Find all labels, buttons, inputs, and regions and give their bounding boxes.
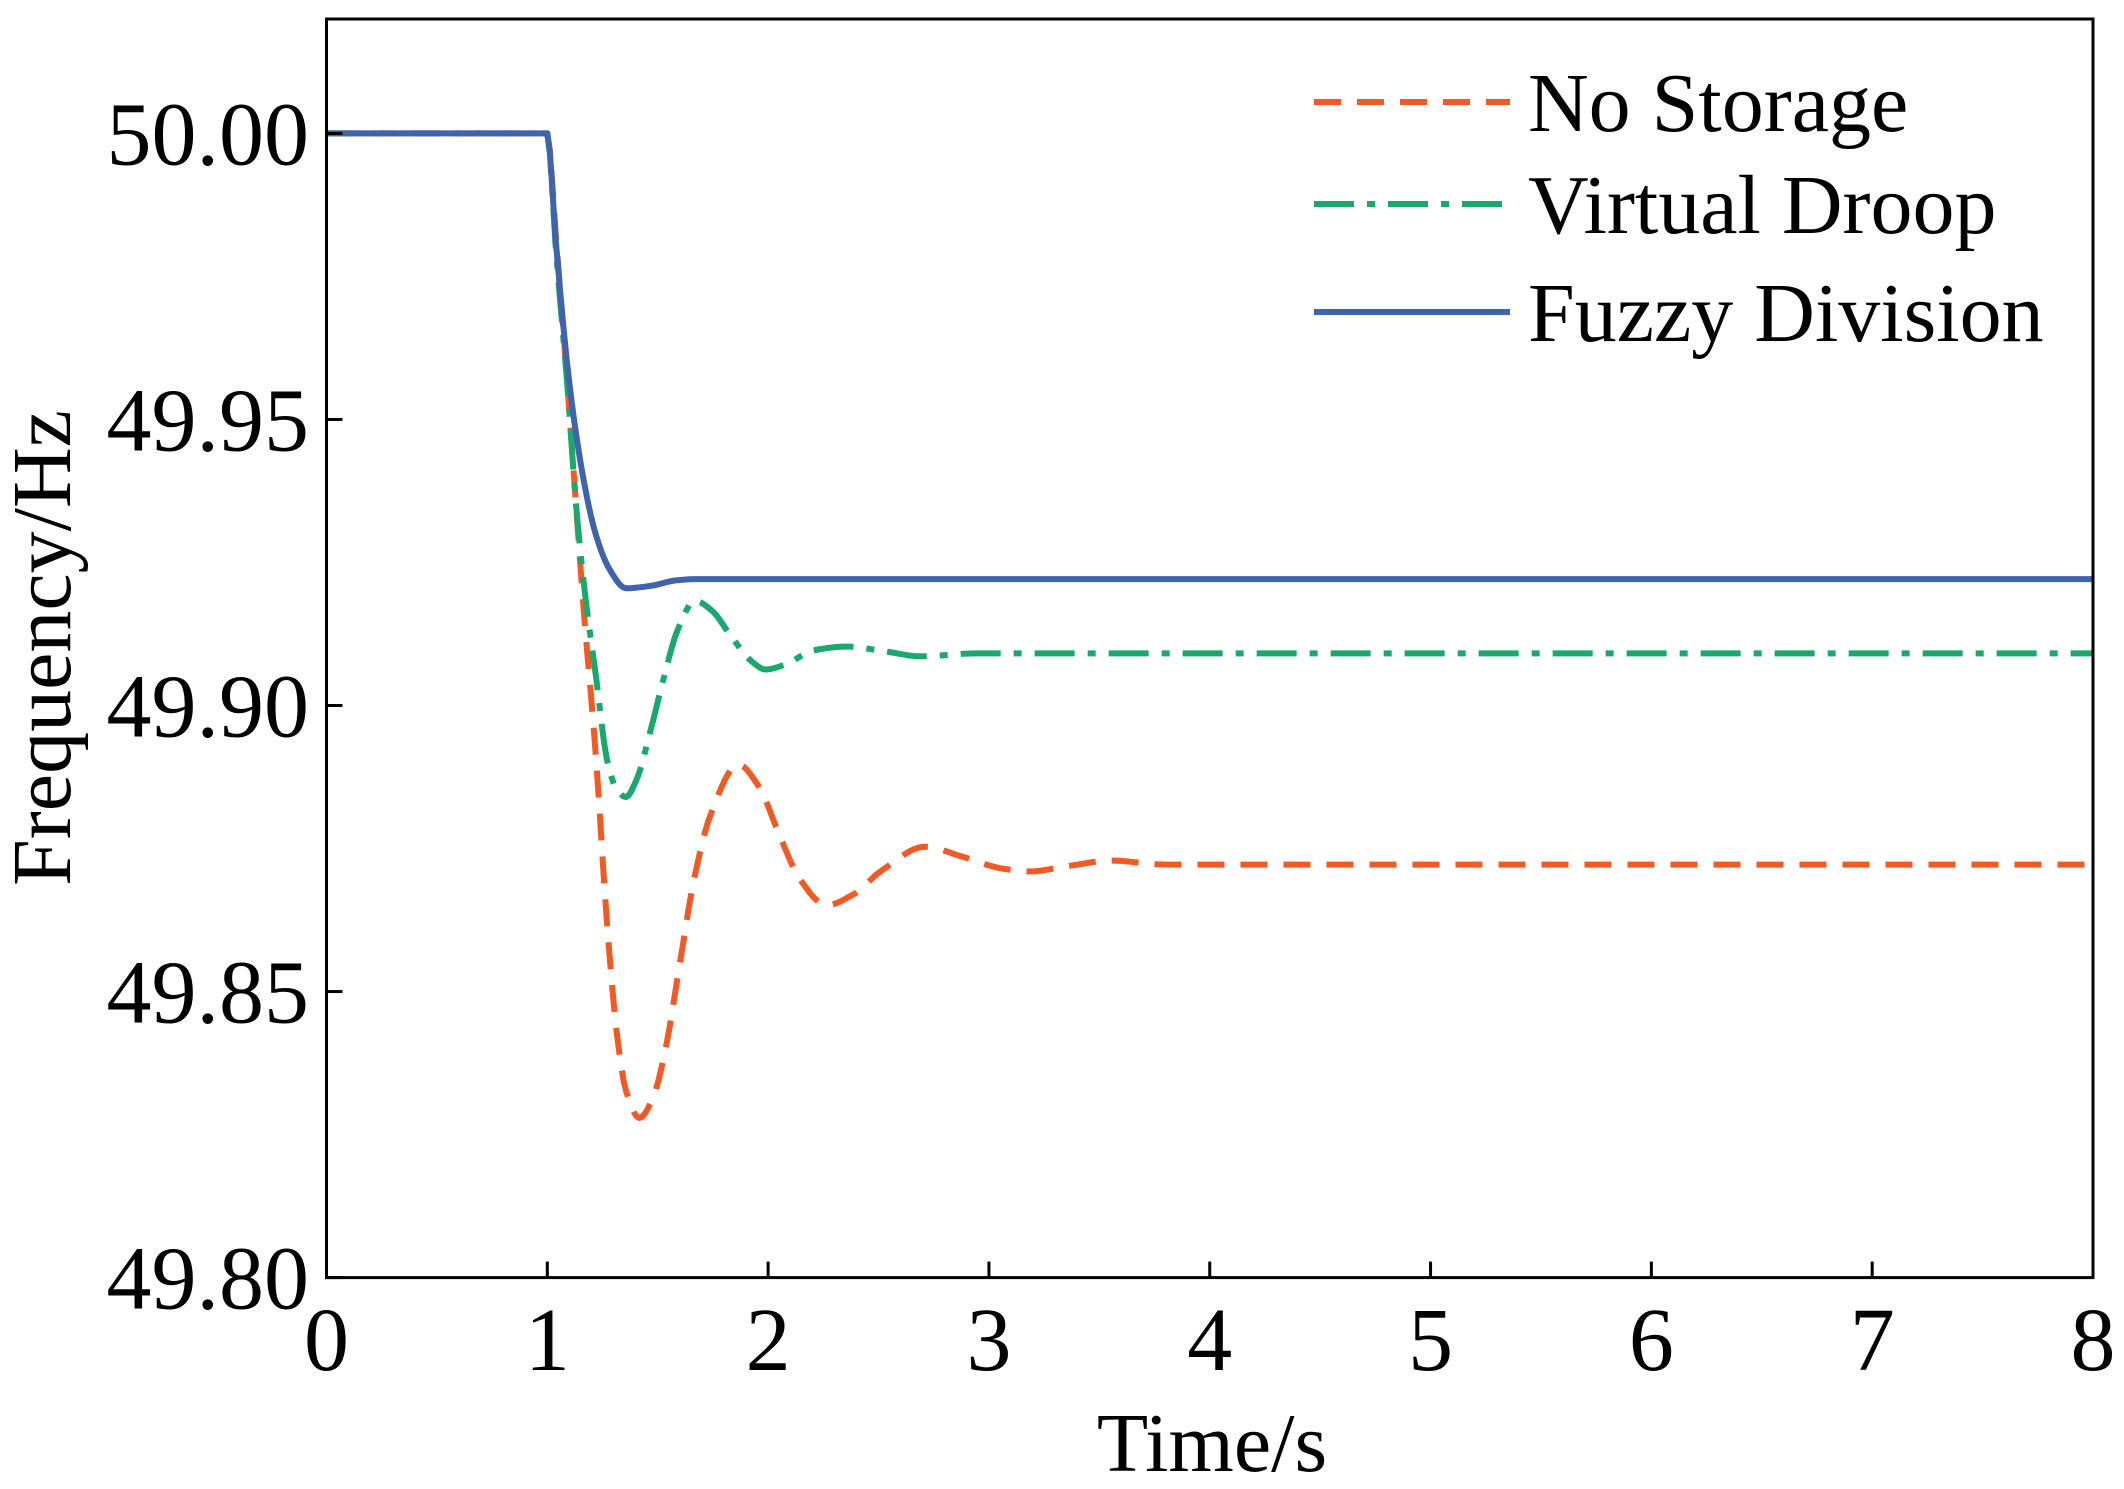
legend-label-fuzzy-division: Fuzzy Division: [1528, 267, 2044, 360]
x-tick-label-6: 6: [1629, 1291, 1674, 1390]
x-tick-label-8: 8: [2071, 1291, 2116, 1390]
y-tick-label-49-95: 49.95: [107, 371, 310, 470]
y-tick-label-49-80: 49.80: [107, 1230, 310, 1329]
x-tick-label-1: 1: [525, 1291, 570, 1390]
legend-label-virtual-droop: Virtual Droop: [1528, 159, 1997, 252]
legend-item-fuzzy-division: Fuzzy Division: [1314, 267, 2044, 360]
legend-item-no-storage: No Storage: [1314, 57, 1908, 150]
x-tick-label-0: 0: [304, 1291, 349, 1390]
series-layer: [326, 130, 2093, 1121]
x-tick-label-7: 7: [1850, 1291, 1895, 1390]
x-axis-label: Time/s: [1097, 1397, 1327, 1489]
x-tick-label-2: 2: [746, 1291, 791, 1390]
x-tick-label-3: 3: [966, 1291, 1011, 1390]
y-tick-label-49-90: 49.90: [107, 658, 310, 757]
legend-item-virtual-droop: Virtual Droop: [1314, 159, 1997, 252]
x-tick-label-4: 4: [1187, 1291, 1232, 1390]
y-tick-label-49-85: 49.85: [107, 944, 310, 1043]
legend-label-no-storage: No Storage: [1528, 57, 1908, 150]
series-line-fuzzy-division: [326, 130, 2093, 592]
x-tick-label-5: 5: [1408, 1291, 1453, 1390]
y-axis-label: Frequency/Hz: [0, 410, 89, 886]
y-tick-label-50-00: 50.00: [107, 85, 310, 184]
axis-ticks: [325, 131, 2095, 1280]
series-line-no-storage: [326, 130, 2093, 1121]
axis-tick-labels: 0 1 2 3 4 5 6 7 8 49.80 49.85 49.90 49.95 50.00: [107, 85, 2116, 1390]
